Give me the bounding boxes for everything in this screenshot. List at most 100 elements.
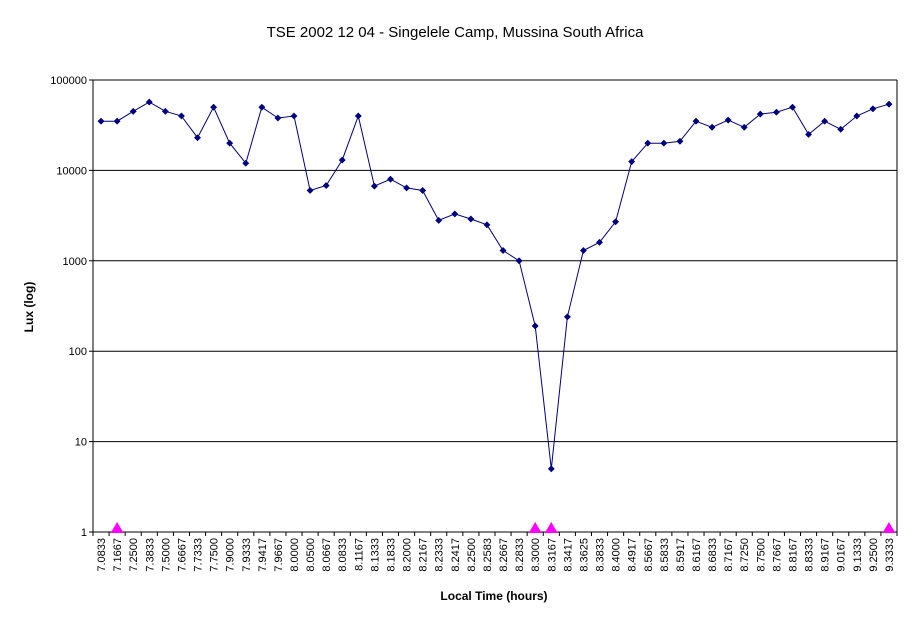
data-point	[338, 156, 346, 164]
x-tick-label: 7.7333	[193, 538, 205, 572]
x-tick-label: 8.5833	[659, 538, 671, 572]
x-tick-label: 8.1833	[385, 538, 397, 572]
x-tick-label: 8.2500	[466, 538, 478, 572]
data-point	[403, 184, 411, 192]
y-tick-label: 1	[81, 527, 87, 539]
x-tick-label: 8.0500	[305, 538, 317, 572]
x-tick-label: 9.1333	[852, 538, 864, 572]
x-tick-label: 8.4917	[627, 538, 639, 572]
x-tick-label: 8.9167	[820, 538, 832, 572]
x-tick-label: 9.2500	[868, 538, 880, 572]
y-tick-label: 100	[69, 346, 87, 358]
data-point	[290, 112, 298, 120]
data-point	[129, 107, 137, 115]
data-point	[419, 186, 427, 195]
x-tick-label: 8.5667	[643, 538, 655, 572]
x-tick-label: 9.0167	[836, 538, 848, 572]
data-point	[274, 114, 282, 122]
x-tick-label: 7.0833	[96, 538, 108, 572]
x-tick-label: 7.3833	[144, 538, 156, 572]
data-point	[483, 221, 491, 229]
data-point	[97, 117, 105, 125]
x-tick-label: 8.7667	[771, 538, 783, 572]
x-tick-label: 8.5917	[675, 538, 687, 572]
data-points	[97, 98, 893, 473]
data-point	[242, 159, 250, 167]
data-point	[145, 98, 153, 106]
data-point	[853, 112, 861, 120]
x-tick-label: 8.7250	[739, 538, 751, 572]
data-point	[161, 107, 169, 115]
contact-marker	[544, 522, 558, 533]
data-point	[515, 257, 523, 265]
data-point	[258, 103, 266, 111]
data-point	[595, 238, 604, 246]
data-point	[563, 313, 571, 321]
x-tick-label: 7.1667	[112, 538, 124, 572]
data-point	[628, 158, 636, 166]
data-point	[756, 110, 764, 118]
data-point	[322, 181, 330, 190]
x-tick-label: 8.3000	[530, 538, 542, 572]
data-point	[692, 117, 700, 125]
x-tick-label: 7.2500	[128, 538, 140, 572]
x-tick-label: 7.6667	[176, 538, 188, 572]
x-tick-label: 8.2833	[514, 538, 526, 572]
data-point	[370, 182, 378, 190]
x-tick-label: 8.0000	[289, 538, 301, 572]
data-point	[547, 465, 555, 473]
x-tick-label: 8.2417	[450, 538, 462, 572]
contact-marker	[110, 522, 124, 533]
x-tick-label: 8.0833	[337, 538, 349, 572]
x-tick-label: 7.9000	[225, 538, 237, 572]
contact-marker	[528, 522, 542, 533]
y-tick-labels: 1 10 100 1000 10000 100000	[50, 75, 87, 539]
data-point	[499, 246, 507, 255]
data-point	[644, 139, 652, 147]
data-point	[772, 108, 780, 116]
x-tick-label: 7.7500	[209, 538, 221, 572]
y-tick-label: 10	[75, 437, 87, 449]
x-tick-label: 8.0667	[321, 538, 333, 572]
data-point	[226, 139, 234, 147]
x-tick-label: 7.9333	[241, 538, 253, 572]
x-tick-label: 8.8333	[804, 538, 816, 572]
x-axis-title: Local Time (hours)	[440, 589, 547, 603]
data-point	[676, 137, 684, 145]
contact-marker	[882, 522, 896, 533]
chart-title: TSE 2002 12 04 - Singelele Camp, Mussina…	[267, 24, 645, 41]
data-point	[435, 216, 443, 224]
x-tick-label: 7.5000	[160, 538, 172, 572]
data-point	[660, 139, 668, 147]
data-point	[386, 175, 395, 183]
x-tick-label: 8.2167	[418, 538, 430, 572]
data-point	[885, 100, 893, 108]
plot-area	[93, 80, 897, 532]
x-tick-label: 8.2583	[482, 538, 494, 572]
data-point	[805, 130, 813, 138]
data-point	[306, 186, 314, 195]
x-tick-label: 8.6833	[707, 538, 719, 572]
data-point	[579, 246, 587, 255]
x-tick-label: 8.3167	[546, 538, 558, 572]
data-point	[708, 123, 716, 131]
y-axis-title: Lux (log)	[22, 282, 36, 333]
x-tick-label: 8.1333	[369, 538, 381, 572]
x-tick-labels: 7.0833 7.1667 7.2500 7.3833 7.5000 7.6667 7.73…	[96, 538, 896, 572]
x-tick-label: 8.8167	[787, 538, 799, 572]
x-tick-label: 8.1167	[353, 538, 365, 571]
data-point	[724, 116, 732, 124]
axes	[89, 79, 898, 536]
x-tick-label: 8.6167	[691, 538, 703, 572]
y-tick-label: 10000	[56, 165, 87, 177]
x-tick-label: 8.2000	[402, 538, 414, 572]
x-tick-label: 8.3417	[562, 538, 574, 572]
x-tick-label: 8.7500	[755, 538, 767, 572]
data-point	[740, 123, 748, 131]
data-point	[113, 117, 121, 125]
data-point	[210, 103, 218, 111]
data-point	[869, 105, 877, 113]
data-point	[354, 112, 362, 120]
data-point	[821, 117, 829, 125]
data-point	[193, 134, 202, 142]
